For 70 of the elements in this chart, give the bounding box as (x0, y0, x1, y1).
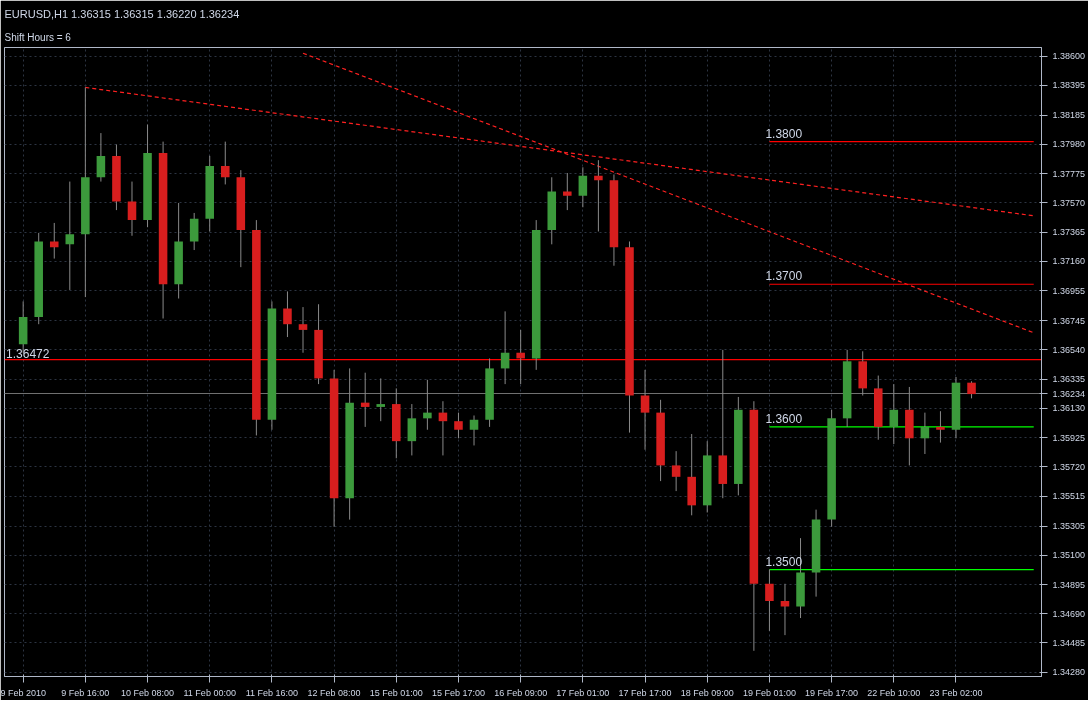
y-tick-label: 1.37980 (1052, 139, 1086, 150)
candlestick (96, 132, 106, 183)
series-label: 1.3700 (765, 269, 803, 284)
candlestick (780, 583, 790, 636)
candlestick (298, 306, 308, 354)
candlestick (578, 166, 588, 208)
y-tick-label: 1.38185 (1052, 110, 1086, 121)
candlestick (283, 290, 292, 338)
y-tick-label: 1.37365 (1052, 227, 1086, 238)
candlestick (221, 141, 230, 185)
x-tick-label: 15 Feb 01:00 (369, 687, 423, 698)
y-tick-label: 1.35305 (1052, 521, 1086, 532)
y-tick-label: 1.36540 (1052, 344, 1086, 355)
chart-subtitle: Shift Hours = 6 (4, 31, 72, 43)
x-tick-label: 11 Feb 00:00 (183, 687, 236, 698)
x-tick-label: 15 Feb 17:00 (431, 687, 485, 698)
candlestick (65, 181, 75, 291)
y-tick-label: 1.37160 (1052, 256, 1086, 267)
ref-line-label: 1.36472 (6, 346, 50, 361)
candlestick (454, 412, 463, 439)
candlestick (765, 569, 774, 632)
y-tick-label: 1.35720 (1052, 461, 1086, 472)
candlestick (376, 377, 386, 422)
x-tick-label: 23 Feb 02:00 (929, 687, 983, 698)
y-tick-label: 1.37775 (1052, 168, 1086, 179)
x-tick-label: 19 Feb 01:00 (742, 687, 796, 698)
y-tick-label: 1.38395 (1052, 80, 1086, 91)
y-tick-label: 1.36745 (1052, 315, 1086, 326)
x-tick-label: 9 Feb 2010 (0, 687, 47, 698)
y-tick-label: 1.35100 (1052, 550, 1086, 561)
candlestick (516, 329, 525, 385)
x-tick-label: 19 Feb 17:00 (805, 687, 859, 698)
x-tick-label: 10 Feb 08:00 (121, 687, 175, 698)
candlestick (469, 414, 479, 446)
x-tick-label: 17 Feb 17:00 (618, 687, 672, 698)
candlestick (563, 172, 572, 211)
y-tick-label: 1.34895 (1052, 579, 1086, 590)
y-tick-label: 1.36130 (1052, 403, 1086, 414)
candlestick (920, 412, 930, 455)
y-tick-label: 1.34280 (1052, 667, 1086, 678)
y-tick-label: 1.34485 (1052, 637, 1086, 648)
candlestick (640, 369, 650, 451)
chart-title: EURUSD,H1 1.36315 1.36315 1.36220 1.36234 (4, 7, 240, 20)
candlestick (671, 450, 681, 492)
y-tick-label: 1.35925 (1052, 432, 1086, 443)
x-tick-label: 11 Feb 16:00 (245, 687, 299, 698)
candlestick (127, 181, 137, 237)
x-tick-label: 22 Feb 10:00 (867, 687, 921, 698)
y-tick-label: 1.36955 (1052, 285, 1086, 296)
x-tick-label: 16 Feb 09:00 (494, 687, 548, 698)
candlestick (889, 383, 899, 445)
series-label: 1.3600 (765, 411, 803, 426)
x-tick-label: 9 Feb 16:00 (61, 687, 110, 698)
y-tick-label: 1.36335 (1052, 374, 1086, 385)
candlestick (189, 212, 199, 251)
x-tick-label: 18 Feb 09:00 (680, 687, 734, 698)
y-tick-label: 1.36234 (1052, 388, 1086, 399)
y-tick-label: 1.38600 (1052, 51, 1086, 62)
x-tick-label: 17 Feb 01:00 (556, 687, 610, 698)
candlestick (407, 403, 417, 456)
y-tick-label: 1.37570 (1052, 197, 1086, 208)
candlestick (423, 379, 432, 431)
series-label: 1.3800 (765, 126, 803, 141)
y-tick-label: 1.35515 (1052, 491, 1086, 502)
candlestick (936, 410, 945, 444)
y-tick-label: 1.34690 (1052, 608, 1086, 619)
x-tick-label: 12 Feb 08:00 (307, 687, 361, 698)
candlestick (594, 159, 603, 232)
candlestick (500, 310, 510, 385)
candlestick (49, 222, 59, 260)
